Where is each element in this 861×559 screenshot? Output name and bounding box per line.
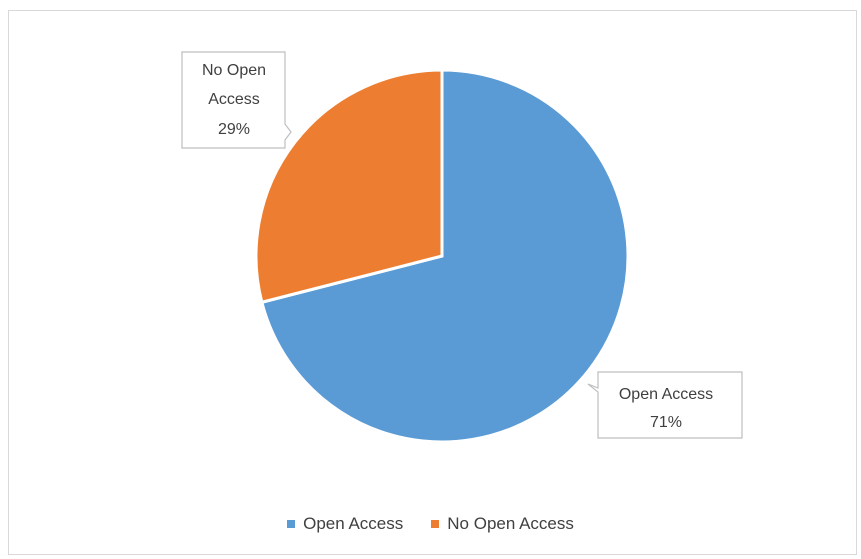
callout-value-open-access: 71% bbox=[650, 414, 682, 431]
chart-legend: Open Access No Open Access bbox=[0, 514, 861, 534]
pie-slices bbox=[254, 68, 630, 444]
legend-label-open-access: Open Access bbox=[303, 514, 404, 533]
callout-open-access: Open Access 71% bbox=[587, 371, 743, 439]
legend-swatch-open-access bbox=[287, 520, 296, 528]
callout-category-line2-no-open-access: Access bbox=[208, 91, 260, 108]
legend-swatch-no-open-access bbox=[431, 520, 440, 528]
callout-no-open-access: No Open Access 29% bbox=[181, 51, 292, 149]
legend-item-no-open-access: No Open Access bbox=[431, 514, 574, 534]
pie-slice-no-open-access bbox=[254, 68, 444, 305]
callout-box-open-access bbox=[587, 371, 743, 439]
callout-category-line1-no-open-access: No Open bbox=[202, 62, 266, 79]
callout-box-no-open-access bbox=[181, 51, 292, 149]
legend-item-open-access: Open Access bbox=[287, 514, 403, 534]
callout-value-no-open-access: 29% bbox=[218, 121, 250, 138]
callout-category-open-access: Open Access bbox=[619, 386, 713, 403]
pie-slice-open-access bbox=[260, 68, 630, 444]
legend-label-no-open-access: No Open Access bbox=[447, 514, 574, 533]
